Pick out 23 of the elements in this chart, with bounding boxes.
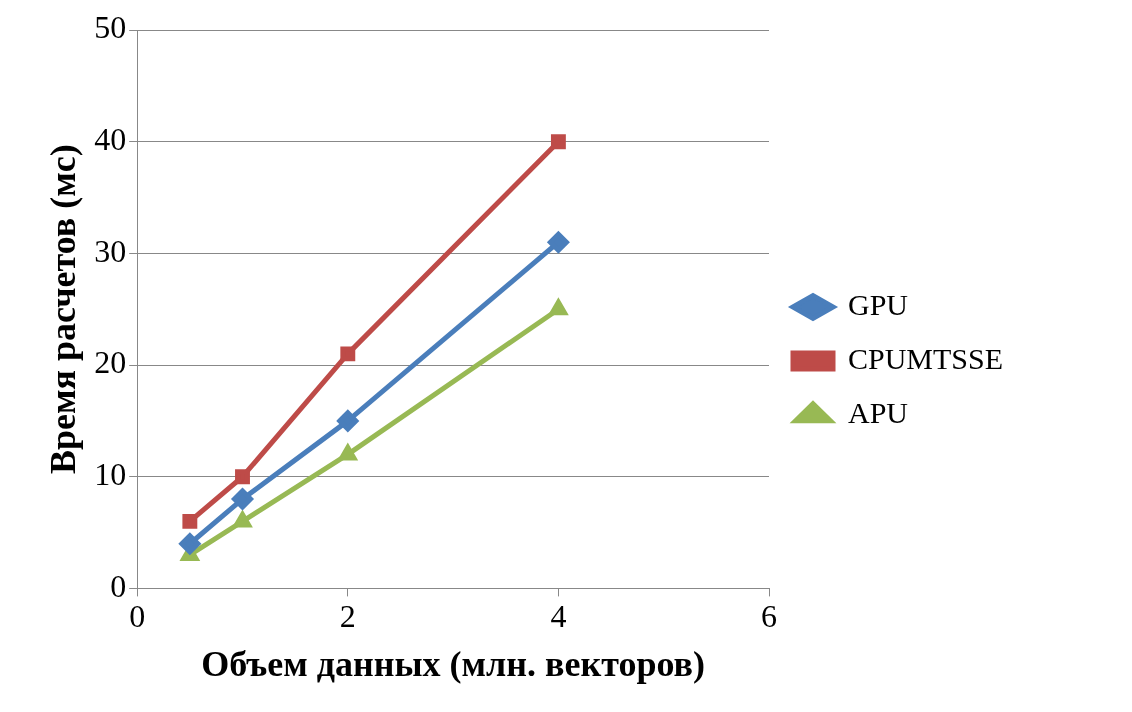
point [182, 513, 198, 529]
x-tick-label: 4 [550, 598, 567, 635]
point [550, 134, 566, 150]
x-tick-label: 6 [761, 598, 777, 635]
point [337, 410, 359, 432]
x-axis-title: Объем данных (млн. векторов) [201, 643, 705, 684]
x-tick-label: 2 [339, 598, 356, 635]
point [340, 346, 356, 362]
point [233, 511, 252, 528]
y-tick-label: 40 [94, 121, 127, 158]
y-tick-label: 20 [94, 344, 127, 381]
y-tick-label: 50 [94, 9, 127, 46]
point [235, 469, 250, 485]
point [232, 488, 253, 510]
y-tick-label: 10 [94, 456, 127, 493]
legend-label: GPU [848, 287, 909, 321]
legend-label: CPUMTSSE [848, 341, 1004, 375]
y-axis-title: Время расчетов (мс) [42, 144, 83, 475]
legend-label: APU [848, 395, 909, 429]
point [179, 533, 201, 555]
y-tick-label: 0 [110, 567, 127, 604]
point [547, 231, 569, 253]
y-tick-label: 30 [94, 232, 127, 269]
